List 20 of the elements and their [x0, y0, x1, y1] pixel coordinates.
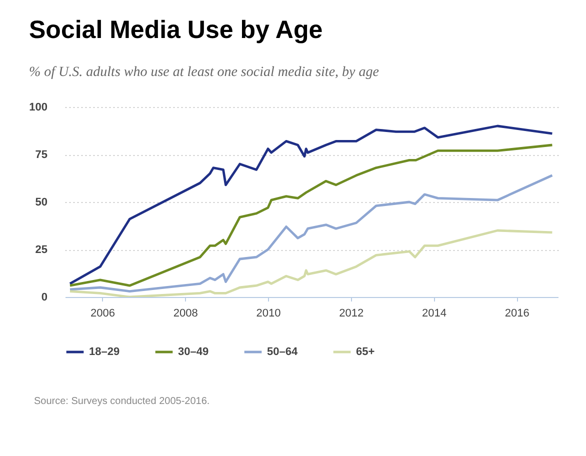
legend-label: 50–64: [267, 346, 298, 358]
chart-title: Social Media Use by Age: [29, 16, 323, 44]
source-note: Source: Surveys conducted 2005-2016.: [34, 396, 210, 407]
y-tick-label: 0: [41, 292, 48, 304]
legend-label: 65+: [356, 346, 375, 358]
x-tick-label: 2014: [422, 308, 446, 320]
legend-label: 18–29: [89, 346, 120, 358]
x-tick-label: 2008: [173, 308, 198, 320]
x-tick-label: 2012: [339, 308, 364, 320]
chart-subtitle: % of U.S. adults who use at least one social media site, by age: [29, 65, 379, 80]
legend-label: 30–49: [178, 346, 209, 358]
y-tick-label: 100: [29, 102, 48, 114]
line-series: [68, 229, 554, 297]
line-series: [68, 174, 554, 292]
x-tick-label: 2010: [256, 308, 281, 320]
y-tick-label: 25: [35, 244, 48, 256]
x-tick-label: 2006: [90, 308, 116, 320]
y-tick-label: 50: [35, 196, 48, 208]
x-tick-label: 2016: [504, 308, 530, 320]
y-tick-label: 75: [35, 149, 48, 161]
